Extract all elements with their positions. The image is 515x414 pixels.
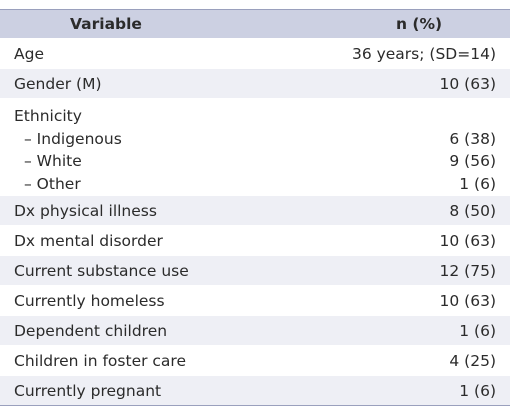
row-label: Age (0, 38, 340, 69)
table-row: Children in foster care 4 (25) (0, 345, 510, 376)
row-label: Currently pregnant (0, 375, 340, 406)
header-variable: Variable (0, 9, 340, 39)
ethnicity-item-label: – Other (24, 174, 81, 193)
row-value: 36 years; (SD=14) (340, 38, 510, 69)
row-value: 1 (6) (340, 375, 510, 406)
row-label: Dx physical illness (0, 195, 340, 226)
table-row: Current substance use 12 (75) (0, 255, 510, 286)
table-header-row: Variable n (%) (0, 9, 510, 39)
header-n-percent: n (%) (340, 9, 510, 39)
ethnicity-labels: Ethnicity – Indigenous – White – Other (0, 98, 340, 196)
row-value: 10 (63) (340, 225, 510, 256)
row-label: Dx mental disorder (0, 225, 340, 256)
row-value: 10 (63) (340, 68, 510, 99)
row-label: Currently homeless (0, 285, 340, 316)
row-label: Children in foster care (0, 345, 340, 376)
ethnicity-item-value: 1 (6) (459, 174, 496, 193)
row-value: 8 (50) (340, 195, 510, 226)
row-value: 10 (63) (340, 285, 510, 316)
table-row: Gender (M) 10 (63) (0, 68, 510, 99)
table-row: Dx mental disorder 10 (63) (0, 225, 510, 256)
row-value: 12 (75) (340, 255, 510, 286)
row-value: 4 (25) (340, 345, 510, 376)
table-row: Currently pregnant 1 (6) (0, 375, 510, 406)
table-row: Dx physical illness 8 (50) (0, 195, 510, 226)
table-row: Dependent children 1 (6) (0, 315, 510, 346)
row-label: Dependent children (0, 315, 340, 346)
table-row-ethnicity: Ethnicity – Indigenous – White – Other 6… (0, 98, 510, 196)
ethnicity-item-value: 9 (56) (449, 152, 496, 170)
ethnicity-item-label: – Indigenous (24, 129, 122, 148)
row-label: Current substance use (0, 255, 340, 286)
row-value: 1 (6) (340, 315, 510, 346)
table-row: Currently homeless 10 (63) (0, 285, 510, 316)
ethnicity-heading: Ethnicity (14, 107, 82, 125)
ethnicity-item-label: – White (24, 152, 82, 170)
ethnicity-item-value: 6 (38) (449, 129, 496, 148)
row-label: Gender (M) (0, 68, 340, 99)
demographics-table: Variable n (%) Age 36 years; (SD=14) Gen… (0, 9, 510, 406)
ethnicity-spacer (340, 105, 496, 128)
ethnicity-values: 6 (38) 9 (56) 1 (6) (340, 98, 510, 196)
table-row: Age 36 years; (SD=14) (0, 38, 510, 69)
